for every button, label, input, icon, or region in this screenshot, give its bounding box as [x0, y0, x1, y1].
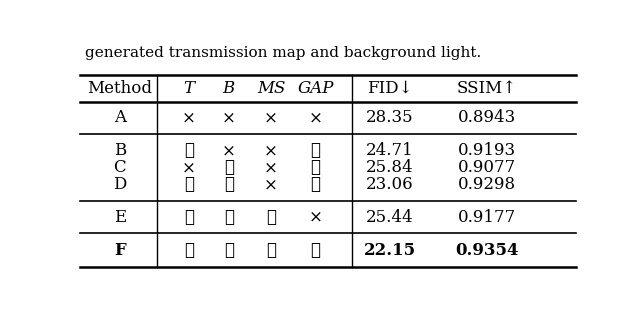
- Text: ✓: ✓: [184, 142, 194, 159]
- Text: 0.9177: 0.9177: [458, 209, 516, 226]
- Text: ✓: ✓: [310, 159, 321, 176]
- Text: SSIM↑: SSIM↑: [457, 80, 516, 97]
- Text: D: D: [113, 176, 126, 193]
- Text: C: C: [113, 159, 126, 176]
- Text: A: A: [114, 109, 125, 127]
- Text: ✓: ✓: [224, 209, 234, 226]
- Text: ×: ×: [264, 176, 278, 193]
- Text: ✓: ✓: [310, 142, 321, 159]
- Text: 0.9077: 0.9077: [458, 159, 516, 176]
- Text: E: E: [113, 209, 126, 226]
- Text: generated transmission map and background light.: generated transmission map and backgroun…: [85, 46, 481, 60]
- Text: GAP: GAP: [298, 80, 334, 97]
- Text: ✓: ✓: [310, 176, 321, 193]
- Text: ✓: ✓: [224, 242, 234, 259]
- Text: FID↓: FID↓: [367, 80, 413, 97]
- Text: ✓: ✓: [184, 242, 194, 259]
- Text: 25.84: 25.84: [366, 159, 414, 176]
- Text: 24.71: 24.71: [366, 142, 414, 159]
- Text: ✓: ✓: [310, 242, 321, 259]
- Text: ×: ×: [182, 159, 196, 176]
- Text: 28.35: 28.35: [366, 109, 414, 127]
- Text: ✓: ✓: [224, 176, 234, 193]
- Text: ✓: ✓: [184, 209, 194, 226]
- Text: ×: ×: [264, 142, 278, 159]
- Text: ✓: ✓: [266, 242, 276, 259]
- Text: 0.9354: 0.9354: [455, 242, 518, 259]
- Text: ✓: ✓: [184, 176, 194, 193]
- Text: 25.44: 25.44: [366, 209, 414, 226]
- Text: 23.06: 23.06: [366, 176, 414, 193]
- Text: B: B: [223, 80, 235, 97]
- Text: 0.9193: 0.9193: [458, 142, 516, 159]
- Text: ✓: ✓: [266, 209, 276, 226]
- Text: ×: ×: [264, 109, 278, 127]
- Text: Method: Method: [87, 80, 152, 97]
- Text: ✓: ✓: [224, 159, 234, 176]
- Text: ×: ×: [308, 109, 323, 127]
- Text: ×: ×: [182, 109, 196, 127]
- Text: MS: MS: [257, 80, 285, 97]
- Text: ×: ×: [308, 209, 323, 226]
- Text: ×: ×: [222, 109, 236, 127]
- Text: F: F: [114, 242, 125, 259]
- Text: B: B: [113, 142, 126, 159]
- Text: 22.15: 22.15: [364, 242, 416, 259]
- Text: ×: ×: [264, 159, 278, 176]
- Text: ×: ×: [222, 142, 236, 159]
- Text: 0.9298: 0.9298: [458, 176, 516, 193]
- Text: T: T: [184, 80, 195, 97]
- Text: 0.8943: 0.8943: [458, 109, 516, 127]
